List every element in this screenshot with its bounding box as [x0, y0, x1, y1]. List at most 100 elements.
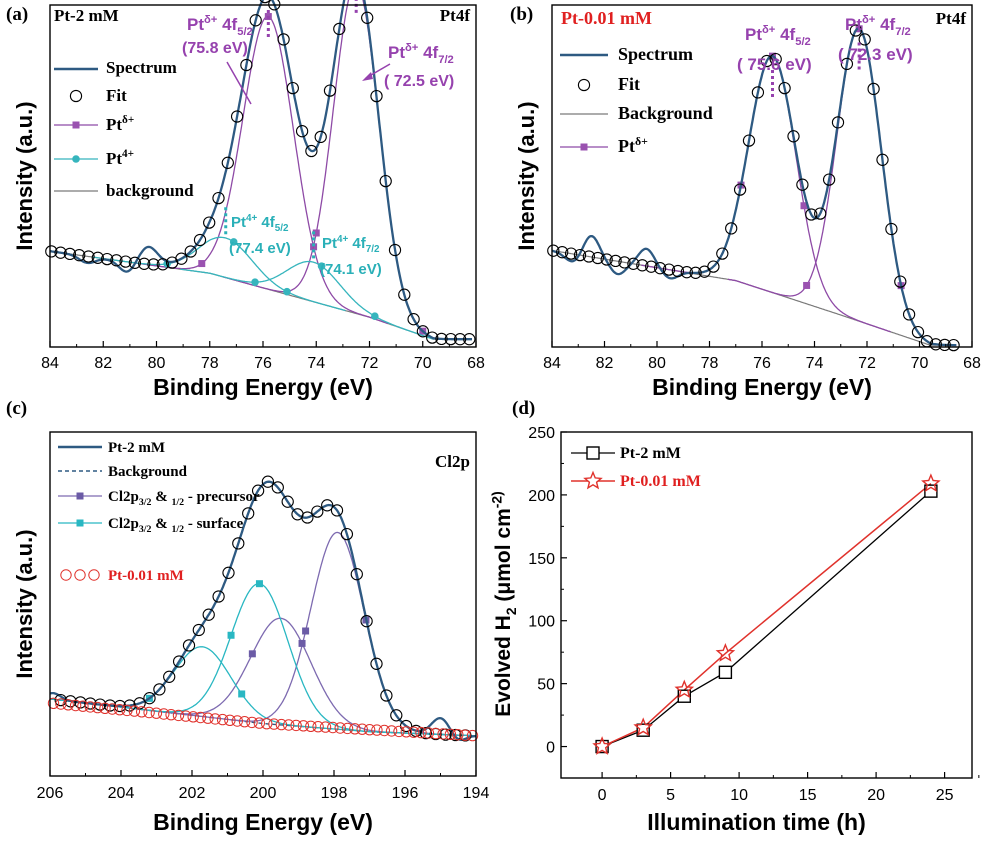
text-segment: -2) — [489, 491, 505, 508]
fit-point — [261, 475, 275, 488]
fit-point — [184, 245, 197, 258]
fit-point — [929, 338, 942, 351]
fit-point — [671, 264, 685, 278]
pt-001mm-point — [459, 729, 471, 741]
fit-point — [390, 709, 403, 722]
fit-point — [91, 251, 104, 264]
legend-label: Cl2p3/2 & 1/2 - surface — [108, 516, 244, 535]
x-tick-label: 68 — [963, 355, 981, 372]
fit-point — [426, 331, 439, 344]
fit-point — [582, 250, 596, 263]
x-tick-label: 68 — [467, 355, 485, 372]
region-label: Cl2p — [435, 452, 470, 471]
x-tick-label: 70 — [414, 355, 432, 372]
pt-001mm-point — [349, 723, 361, 735]
pt-001mm-point — [91, 701, 104, 714]
fit-point — [230, 110, 244, 123]
x-tick-label: 202 — [179, 785, 206, 802]
fit-point — [636, 259, 649, 272]
pt-001mm-point — [150, 707, 163, 719]
plot-frame — [49, 4, 477, 348]
fit-point — [407, 313, 420, 326]
pt-001mm-point — [430, 727, 442, 740]
fit-point — [222, 566, 235, 579]
pt-001mm-point — [253, 717, 265, 729]
pt-delta-marker — [312, 229, 320, 237]
legend-marker-surface — [76, 519, 84, 527]
text-segment: 4+ — [246, 213, 257, 224]
legend-label: Background — [108, 464, 188, 480]
pt-001mm-point — [238, 716, 251, 728]
fit-point — [556, 246, 569, 259]
pt-001mm-point — [422, 727, 435, 739]
text-segment: 4f — [875, 15, 895, 34]
pt-001mm-point — [305, 720, 317, 732]
text-segment: Spectrum — [106, 58, 177, 77]
pt-delta-marker — [800, 202, 808, 210]
legend-label: Pt-2 mM — [620, 445, 681, 462]
annotation-label: Pt4+ 4f7/2 — [322, 234, 380, 255]
legend-label: Ptδ+ — [618, 134, 648, 156]
legend-label: Pt4+ — [106, 148, 134, 168]
x-tick-label: 76 — [753, 355, 771, 372]
sample-label: Pt-0.01 mM — [561, 8, 652, 28]
x-tick-label: 20 — [867, 787, 885, 804]
fit-point — [885, 222, 898, 236]
fit-point — [600, 253, 613, 266]
fit-point — [242, 507, 255, 520]
annotation-value: (75.8 eV) — [182, 40, 248, 57]
pt-001mm-point — [283, 719, 295, 731]
x-tick-label: 80 — [148, 355, 166, 372]
fit-point — [769, 52, 782, 66]
annotation-label: Ptδ+ 4f7/2 — [845, 14, 911, 38]
fit-point — [591, 251, 604, 265]
fit-point — [416, 325, 430, 338]
text-segment: Pt — [618, 136, 635, 156]
fit-point — [894, 275, 907, 288]
plot-frame — [560, 431, 973, 779]
text-segment: δ+ — [405, 42, 419, 54]
panel-c: 206 204 202 200 198 196 194 Binding Energy (eV)… — [6, 398, 489, 835]
pt-001mm-point — [312, 721, 324, 733]
legend-label: Fit — [106, 86, 127, 105]
pt-001mm-point — [437, 728, 449, 740]
region-label: Pt4f — [440, 6, 471, 25]
fit-point — [340, 527, 354, 541]
fit-point — [876, 153, 889, 166]
text-segment: 4f — [257, 214, 276, 231]
text-segment: 4+ — [337, 234, 348, 245]
fit-point — [192, 623, 205, 637]
fit-point — [573, 248, 587, 262]
precursor-marker — [298, 639, 306, 647]
fit-point — [143, 692, 156, 705]
annotation-label: Ptδ+ 4f5/2 — [745, 24, 811, 48]
panel-a: 84 82 80 78 76 74 72 70 68 Binding Energy (eV) Int… — [6, 0, 485, 400]
text-segment: background — [106, 181, 194, 200]
precursor-marker — [302, 627, 310, 635]
text-segment: 5/2 — [795, 36, 811, 48]
fit-point — [760, 54, 773, 68]
pt4-marker — [317, 262, 326, 270]
pt-001mm-point — [62, 699, 74, 711]
legend-marker-pt4 — [72, 155, 80, 163]
x-axis-label: Illumination time (h) — [647, 809, 866, 835]
pt-2mm-point — [718, 665, 733, 680]
text-segment: Spectrum — [618, 44, 693, 64]
legend-fit-marker — [577, 78, 591, 92]
precursor-marker — [248, 650, 256, 658]
x-tick-label: 72 — [858, 355, 876, 372]
annotation-value: (77.4 eV) — [229, 240, 291, 257]
fit-point — [277, 33, 290, 46]
fit-point — [379, 174, 392, 188]
text-segment: 3/2 — [139, 497, 152, 508]
fit-point — [814, 207, 827, 220]
legend-label: Pt-2 mM — [108, 440, 165, 456]
x-tick-label: 78 — [701, 355, 719, 372]
fit-point — [645, 260, 658, 273]
y-axis-label: Intensity (a.u.) — [514, 101, 539, 250]
text-segment: (75.8 eV) — [182, 40, 248, 57]
pt-001mm-point — [114, 704, 126, 716]
annotation-pointer — [226, 61, 252, 105]
pt-001mm-point — [341, 722, 354, 735]
